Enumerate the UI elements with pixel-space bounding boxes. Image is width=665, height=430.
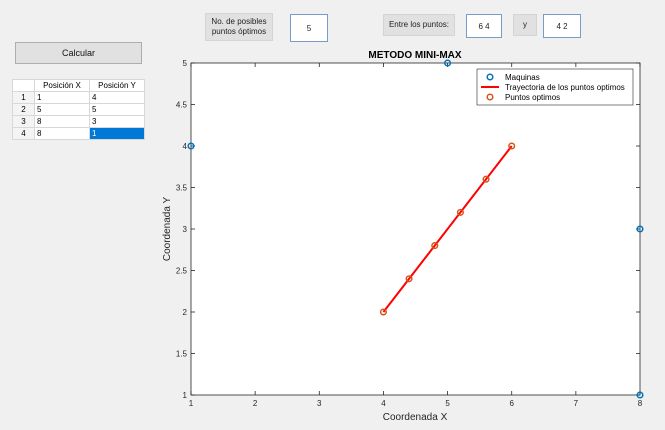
optimo-point bbox=[456, 208, 464, 216]
calcular-button[interactable]: Calcular bbox=[15, 42, 142, 64]
x-tick-label: 7 bbox=[574, 399, 579, 408]
y-tick-label: 1.5 bbox=[176, 350, 188, 359]
maquina-point bbox=[636, 225, 644, 233]
posibles-label: No. de posibles puntos óptimos bbox=[205, 13, 273, 41]
chart-title: METODO MINI-MAX bbox=[368, 50, 461, 61]
optimo-point bbox=[508, 142, 516, 150]
maquina-point bbox=[187, 142, 195, 150]
table-corner bbox=[12, 79, 35, 92]
y-tick-label: 4.5 bbox=[176, 101, 188, 110]
entre-label: Entre los puntos: bbox=[383, 14, 455, 36]
row-header: 3 bbox=[12, 115, 35, 128]
legend-box bbox=[476, 68, 634, 106]
y-tick-label: 4 bbox=[183, 142, 188, 151]
y-tick-label: 2.5 bbox=[176, 267, 188, 276]
x-tick-label: 8 bbox=[638, 399, 643, 408]
maquina-point bbox=[444, 59, 452, 67]
y-tick-label: 2 bbox=[183, 308, 188, 317]
legend-marker-swatch bbox=[486, 93, 494, 101]
table-row[interactable]: 4 8 1 bbox=[12, 127, 145, 140]
cell-y-selected[interactable]: 1 bbox=[89, 127, 145, 140]
cell-x[interactable]: 8 bbox=[34, 127, 90, 140]
punto2-field[interactable]: 4 2 bbox=[543, 14, 581, 38]
x-tick-label: 5 bbox=[445, 399, 450, 408]
optimo-point bbox=[482, 175, 490, 183]
y-axis-label: Coordenada Y bbox=[162, 197, 173, 262]
y-tick-label: 3.5 bbox=[176, 184, 188, 193]
x-tick-label: 1 bbox=[189, 399, 194, 408]
maquina-point bbox=[636, 391, 644, 399]
optimo-point bbox=[405, 275, 413, 283]
optimo-point bbox=[431, 242, 439, 250]
posibles-field[interactable]: 5 bbox=[290, 14, 328, 42]
y-tick-label: 5 bbox=[183, 59, 188, 68]
x-tick-label: 6 bbox=[509, 399, 514, 408]
y-label: y bbox=[513, 14, 537, 36]
legend-entry: Maquinas bbox=[505, 73, 540, 82]
header-posicion-y[interactable]: Posición Y bbox=[89, 79, 145, 92]
legend-marker-swatch bbox=[486, 73, 494, 81]
punto1-field[interactable]: 6 4 bbox=[466, 14, 502, 38]
x-tick-label: 3 bbox=[317, 399, 322, 408]
x-axis-label: Coordenada X bbox=[383, 412, 448, 423]
x-tick-label: 4 bbox=[381, 399, 386, 408]
optimo-point bbox=[379, 308, 387, 316]
header-posicion-x[interactable]: Posición X bbox=[34, 79, 90, 92]
x-tick-label: 2 bbox=[253, 399, 258, 408]
row-header: 4 bbox=[12, 127, 35, 140]
positions-table[interactable]: Posición X Posición Y 1 1 4 2 5 5 3 8 3 … bbox=[12, 79, 145, 140]
table-row[interactable]: 2 5 5 bbox=[12, 103, 145, 116]
table-row[interactable]: 3 8 3 bbox=[12, 115, 145, 128]
legend-entry: Trayectoria de los puntos optimos bbox=[505, 83, 625, 92]
row-header: 2 bbox=[12, 103, 35, 116]
plot-area bbox=[190, 62, 641, 396]
legend-entry: Puntos optimos bbox=[505, 93, 560, 102]
trajectory-line bbox=[382, 145, 513, 313]
y-tick-label: 3 bbox=[183, 225, 188, 234]
y-tick-label: 1 bbox=[183, 391, 188, 400]
